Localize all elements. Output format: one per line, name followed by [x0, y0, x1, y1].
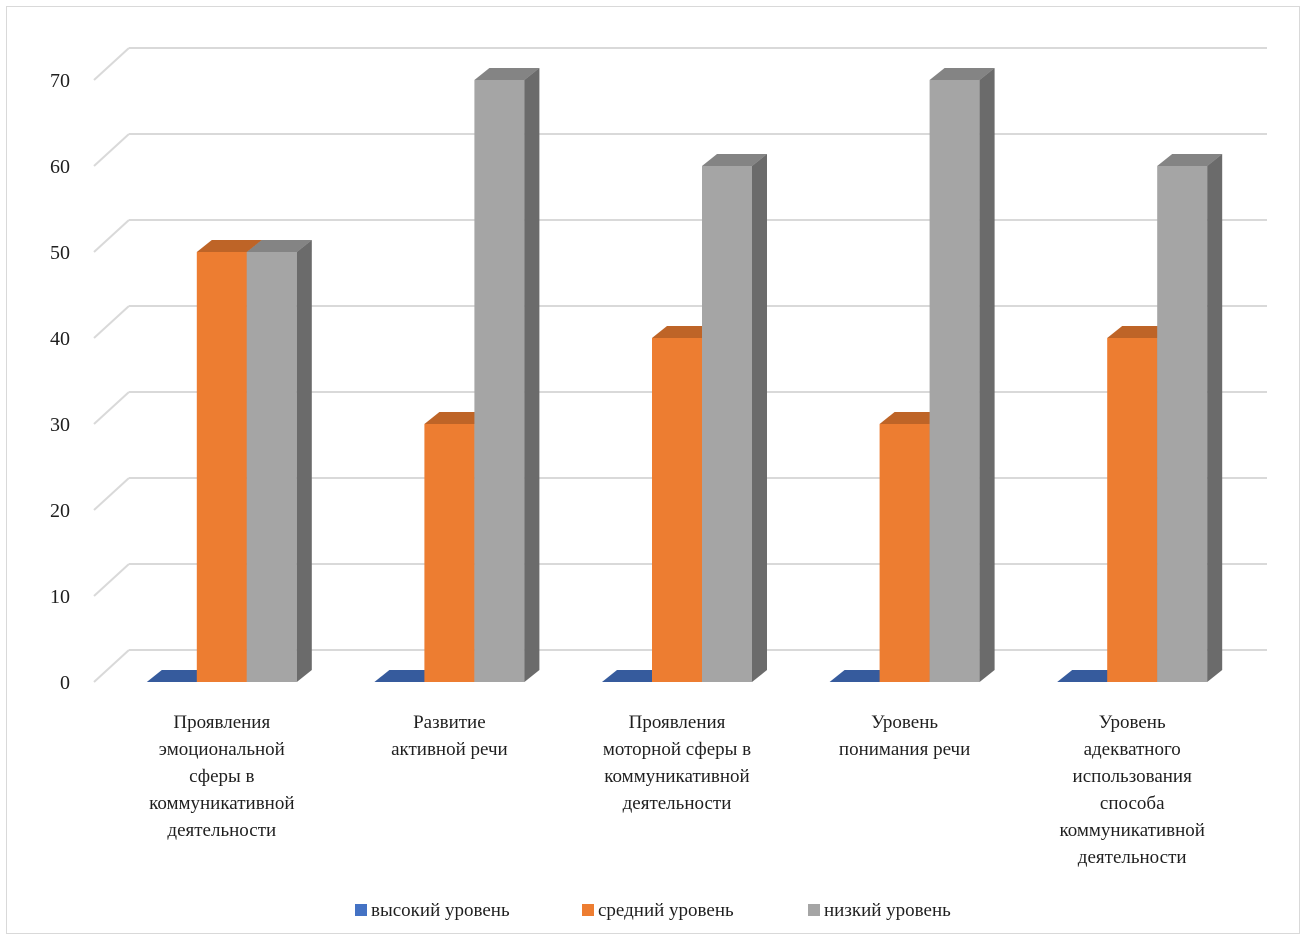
- y-tick-label: 20: [50, 500, 70, 522]
- legend-label: высокий уровень: [371, 900, 510, 921]
- x-category-label: Уровень адекватного использования способа ко…: [1059, 712, 1204, 868]
- gridline-diagonal: [93, 133, 130, 167]
- bar-top: [246, 240, 312, 252]
- y-tick-label: 30: [50, 414, 70, 436]
- bar-top: [1157, 154, 1223, 166]
- gridline-diagonal: [93, 47, 130, 81]
- legend-label: низкий уровень: [824, 900, 951, 921]
- bar-front: [652, 338, 702, 682]
- x-category-label-line: коммуникативной: [1059, 820, 1204, 841]
- y-tick-label: 70: [50, 70, 70, 92]
- bar-top: [196, 240, 262, 252]
- x-category-label-line: активной речи: [391, 739, 508, 760]
- bar-front: [1157, 166, 1208, 682]
- gridline-diagonal: [93, 391, 130, 425]
- bar-low: [474, 68, 540, 682]
- y-tick-label: 50: [50, 242, 70, 264]
- x-category-label-line: адекватного: [1084, 739, 1181, 760]
- x-category-label-line: коммуникативной: [149, 793, 294, 814]
- bar-side: [752, 154, 767, 682]
- x-category-label: Проявления эмоциональной сферы в коммуникат…: [149, 712, 294, 841]
- bar-front: [424, 424, 475, 682]
- bar-high: [602, 670, 667, 682]
- x-category-label: Уровень понимания речи: [839, 712, 970, 760]
- bar-high: [146, 670, 212, 682]
- legend-label: средний уровень: [598, 900, 734, 921]
- legend: высокий уровень средний уровень низкий уро…: [355, 900, 951, 921]
- bar-front: [196, 252, 247, 682]
- bar-low: [702, 154, 767, 682]
- x-category-label-line: деятельности: [623, 793, 732, 814]
- bar-top: [1107, 326, 1173, 338]
- x-category-label-line: деятельности: [1078, 847, 1187, 868]
- bar-high: [1057, 670, 1123, 682]
- x-category-label-line: эмоциональной: [159, 739, 285, 760]
- gridlines: [93, 47, 1267, 683]
- bar-side: [296, 240, 312, 682]
- bar-top: [474, 68, 540, 80]
- legend-swatch: [582, 904, 594, 916]
- bar-side: [524, 68, 540, 682]
- gridline-diagonal: [93, 477, 130, 511]
- bar-front: [879, 424, 930, 682]
- bar-front: [474, 80, 525, 682]
- gridline-diagonal: [93, 305, 130, 339]
- gridline-diagonal: [93, 649, 130, 683]
- bar-top: [424, 412, 490, 424]
- x-category-label-line: Проявления: [173, 712, 270, 733]
- bar-front: [929, 80, 980, 682]
- bar-top: [929, 68, 995, 80]
- x-category-label-line: Уровень: [871, 712, 938, 733]
- bar-front: [702, 166, 752, 682]
- bar-side: [1207, 154, 1223, 682]
- bar-top: [652, 326, 717, 338]
- x-category-label-line: деятельности: [167, 820, 276, 841]
- bar-low: [246, 240, 312, 682]
- x-category-label-line: способа: [1100, 793, 1165, 814]
- y-tick-label: 10: [50, 586, 70, 608]
- bar-top: [702, 154, 767, 166]
- y-tick-label: 60: [50, 156, 70, 178]
- x-category-label-line: коммуникативной: [604, 766, 749, 787]
- bars: [146, 68, 1223, 682]
- bar-top: [829, 670, 895, 682]
- bar-front: [246, 252, 297, 682]
- x-category-label-line: Проявления: [629, 712, 726, 733]
- bar-top: [374, 670, 440, 682]
- gridline-diagonal: [93, 219, 130, 253]
- bar-low: [1157, 154, 1223, 682]
- x-category-label-line: Развитие: [413, 712, 486, 733]
- x-category-label: Развитие активной речи: [391, 712, 508, 760]
- y-tick-label: 0: [60, 672, 70, 694]
- bar-high: [374, 670, 440, 682]
- bar-top: [602, 670, 667, 682]
- x-category-label-line: использования: [1073, 766, 1193, 787]
- bar-top: [1057, 670, 1123, 682]
- y-tick-label: 40: [50, 328, 70, 350]
- bar-low: [929, 68, 995, 682]
- x-category-label-line: сферы в: [189, 766, 254, 787]
- bar-top: [146, 670, 212, 682]
- legend-swatch: [355, 904, 367, 916]
- bar-high: [829, 670, 895, 682]
- x-category-label-line: Уровень: [1099, 712, 1166, 733]
- bar-front: [1107, 338, 1158, 682]
- x-category-label: Проявления моторной сферы в коммуникативно…: [603, 712, 751, 814]
- bar-side: [979, 68, 995, 682]
- x-category-label-line: моторной сферы в: [603, 739, 751, 760]
- legend-swatch: [808, 904, 820, 916]
- x-category-label-line: понимания речи: [839, 739, 970, 760]
- bar-top: [879, 412, 945, 424]
- gridline-diagonal: [93, 563, 130, 597]
